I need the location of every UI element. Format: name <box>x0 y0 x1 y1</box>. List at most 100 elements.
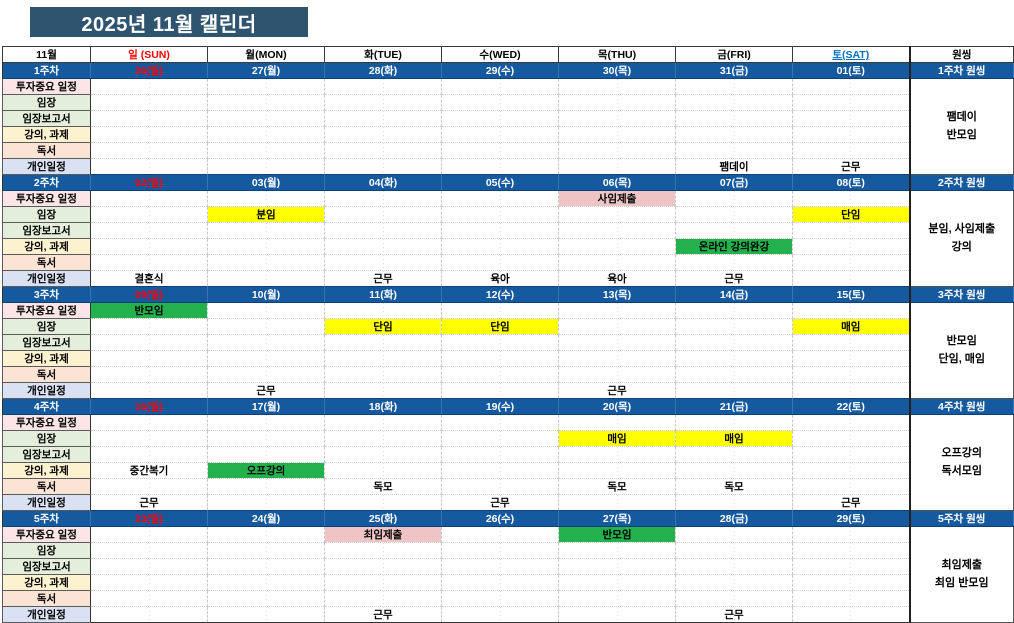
calendar-cell[interactable] <box>558 462 676 479</box>
date-cell-wed[interactable]: 05(수) <box>441 174 559 191</box>
calendar-cell[interactable] <box>792 590 910 607</box>
calendar-cell[interactable] <box>324 302 442 319</box>
calendar-cell[interactable] <box>675 334 793 351</box>
calendar-cell[interactable] <box>324 494 442 511</box>
header-day-wed[interactable]: 수(WED) <box>441 46 559 63</box>
calendar-cell[interactable] <box>207 190 325 207</box>
calendar-cell[interactable] <box>441 206 559 223</box>
calendar-cell[interactable] <box>792 78 910 95</box>
calendar-cell[interactable] <box>207 574 325 591</box>
calendar-cell[interactable] <box>90 158 208 175</box>
date-cell-sat[interactable]: 15(토) <box>792 286 910 303</box>
calendar-cell[interactable] <box>207 142 325 159</box>
event-cell[interactable]: 근무 <box>441 494 559 511</box>
calendar-cell[interactable] <box>441 590 559 607</box>
date-cell-sun[interactable]: 16(일) <box>90 398 208 415</box>
event-cell[interactable]: 최임제출 <box>324 526 442 543</box>
calendar-cell[interactable] <box>90 78 208 95</box>
calendar-cell[interactable] <box>675 350 793 367</box>
header-day-sun[interactable]: 일 (SUN) <box>90 46 208 63</box>
calendar-cell[interactable] <box>558 222 676 239</box>
event-cell[interactable]: 반모임 <box>558 526 676 543</box>
row-label-lecture-homework[interactable]: 강의, 과제 <box>2 238 91 255</box>
calendar-cell[interactable] <box>792 430 910 447</box>
calendar-cell[interactable] <box>90 414 208 431</box>
calendar-cell[interactable] <box>792 190 910 207</box>
event-cell[interactable]: 근무 <box>207 382 325 399</box>
week-label-cell[interactable]: 3주차 <box>2 286 91 303</box>
row-label-reading[interactable]: 독서 <box>2 478 91 495</box>
event-cell[interactable]: 사임제출 <box>558 190 676 207</box>
calendar-cell[interactable] <box>90 558 208 575</box>
calendar-cell[interactable] <box>675 254 793 271</box>
calendar-cell[interactable] <box>441 302 559 319</box>
row-label-personal-schedule[interactable]: 개인일정 <box>2 382 91 399</box>
onething-cell[interactable]: 오프강의 독서모임 <box>908 414 1014 511</box>
date-cell-thu[interactable]: 27(목) <box>558 510 676 527</box>
date-cell-thu[interactable]: 30(목) <box>558 62 676 79</box>
calendar-cell[interactable] <box>558 334 676 351</box>
onething-header-cell[interactable]: 3주차 원씽 <box>908 286 1014 303</box>
date-cell-tue[interactable]: 25(화) <box>324 510 442 527</box>
date-cell-wed[interactable]: 26(수) <box>441 510 559 527</box>
event-cell[interactable]: 단임 <box>324 318 442 335</box>
event-cell[interactable]: 중간복기 <box>90 462 208 479</box>
calendar-cell[interactable] <box>441 478 559 495</box>
event-cell[interactable]: 육아 <box>558 270 676 287</box>
calendar-cell[interactable] <box>441 414 559 431</box>
date-cell-fri[interactable]: 14(금) <box>675 286 793 303</box>
calendar-cell[interactable] <box>90 206 208 223</box>
calendar-cell[interactable] <box>558 590 676 607</box>
date-cell-wed[interactable]: 12(수) <box>441 286 559 303</box>
calendar-cell[interactable] <box>558 126 676 143</box>
row-label-site-visit[interactable]: 임장 <box>2 206 91 223</box>
row-label-site-visit-report[interactable]: 임장보고서 <box>2 446 91 463</box>
calendar-cell[interactable] <box>324 574 442 591</box>
calendar-cell[interactable] <box>675 382 793 399</box>
calendar-cell[interactable] <box>675 222 793 239</box>
row-label-lecture-homework[interactable]: 강의, 과제 <box>2 126 91 143</box>
date-cell-fri[interactable]: 28(금) <box>675 510 793 527</box>
calendar-cell[interactable] <box>207 590 325 607</box>
event-cell[interactable]: 팸데이 <box>675 158 793 175</box>
calendar-cell[interactable] <box>441 462 559 479</box>
calendar-cell[interactable] <box>792 606 910 623</box>
calendar-cell[interactable] <box>792 270 910 287</box>
calendar-cell[interactable] <box>558 206 676 223</box>
calendar-cell[interactable] <box>324 254 442 271</box>
calendar-cell[interactable] <box>792 478 910 495</box>
event-cell[interactable]: 근무 <box>558 382 676 399</box>
calendar-cell[interactable] <box>90 574 208 591</box>
row-label-lecture-homework[interactable]: 강의, 과제 <box>2 350 91 367</box>
calendar-cell[interactable] <box>675 590 793 607</box>
event-cell[interactable]: 분임 <box>207 206 325 223</box>
calendar-cell[interactable] <box>441 126 559 143</box>
date-cell-mon[interactable]: 17(월) <box>207 398 325 415</box>
calendar-cell[interactable] <box>675 94 793 111</box>
date-cell-thu[interactable]: 20(목) <box>558 398 676 415</box>
calendar-cell[interactable] <box>90 94 208 111</box>
calendar-cell[interactable] <box>441 558 559 575</box>
calendar-cell[interactable] <box>324 462 442 479</box>
calendar-cell[interactable] <box>792 350 910 367</box>
onething-cell[interactable]: 분임, 사임제출 강의 <box>908 190 1014 287</box>
calendar-cell[interactable] <box>558 302 676 319</box>
onething-cell[interactable]: 최임제출 최임 반모임 <box>908 526 1014 623</box>
calendar-cell[interactable] <box>675 526 793 543</box>
calendar-cell[interactable] <box>207 558 325 575</box>
calendar-cell[interactable] <box>558 78 676 95</box>
event-cell[interactable]: 독모 <box>675 478 793 495</box>
calendar-cell[interactable] <box>90 366 208 383</box>
calendar-cell[interactable] <box>324 238 442 255</box>
calendar-cell[interactable] <box>207 334 325 351</box>
calendar-cell[interactable] <box>558 350 676 367</box>
calendar-cell[interactable] <box>558 94 676 111</box>
week-label-cell[interactable]: 2주차 <box>2 174 91 191</box>
date-cell-tue[interactable]: 11(화) <box>324 286 442 303</box>
calendar-cell[interactable] <box>558 158 676 175</box>
calendar-cell[interactable] <box>90 318 208 335</box>
row-label-site-visit-report[interactable]: 임장보고서 <box>2 222 91 239</box>
row-label-investment-schedule[interactable]: 투자중요 일정 <box>2 302 91 319</box>
row-label-investment-schedule[interactable]: 투자중요 일정 <box>2 190 91 207</box>
calendar-cell[interactable] <box>90 446 208 463</box>
